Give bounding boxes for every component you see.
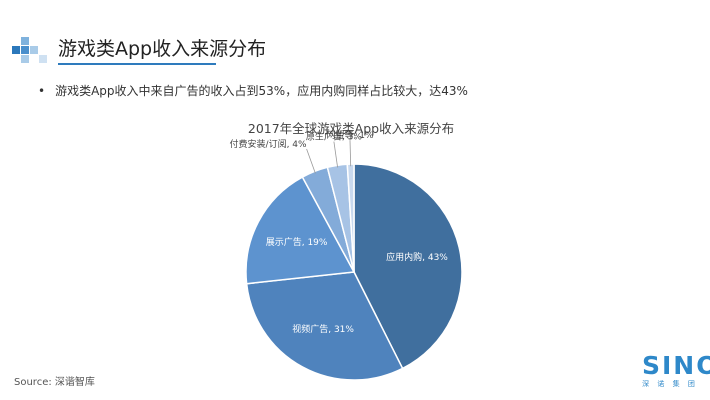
pie-leader-line (349, 140, 352, 167)
title-underline (58, 63, 216, 65)
bullet-point: • 游戏类App收入中来自广告的收入占到53%，应用内购同样占比较大，达43% (38, 82, 468, 99)
pie-leader-line (306, 148, 316, 174)
pie-data-label: 应用内购, 43% (386, 251, 448, 263)
chart-title: 2017年全球游戏类App收入来源分布 (0, 118, 710, 137)
bullet-text: 游戏类App收入中来自广告的收入占到53%，应用内购同样占比较大，达43% (55, 84, 468, 98)
pie-data-label: 视频广告, 31% (292, 323, 354, 335)
page-title: 游戏类App收入来源分布 (58, 38, 267, 60)
source-note: Source: 深谐智库 (14, 377, 95, 388)
header-logo-icon (12, 34, 52, 66)
pie-slice (245, 271, 404, 381)
chart-title-text: 2017年全球游戏类App收入来源分布 (247, 121, 455, 136)
brand-logo: SINO 深 诺 集 团 (642, 351, 710, 389)
pie-data-label: 付费安装/订阅, 4% (230, 138, 307, 150)
brand-name: SINO (642, 351, 710, 380)
pie-slice (245, 176, 356, 285)
bullet-dot-icon: • (38, 84, 46, 98)
brand-subtitle: 深 诺 集 团 (642, 380, 698, 388)
pie-slice (353, 163, 463, 370)
pie-data-label: 原生广告, 3% (306, 131, 362, 143)
pie-data-label: 网盟等, 1% (327, 129, 374, 141)
pie-data-label: 展示广告, 19% (266, 236, 328, 248)
pie-leader-line (333, 141, 338, 168)
